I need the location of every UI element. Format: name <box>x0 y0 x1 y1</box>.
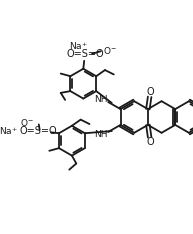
Text: Na$^{+}$: Na$^{+}$ <box>0 126 18 137</box>
Text: O: O <box>147 137 154 147</box>
Text: O$^{-}$: O$^{-}$ <box>20 117 33 128</box>
Text: O=S=O: O=S=O <box>19 127 57 136</box>
Text: O=S=O: O=S=O <box>66 49 104 59</box>
Text: O$^{-}$: O$^{-}$ <box>103 45 116 56</box>
Text: O: O <box>147 87 154 97</box>
Text: NH: NH <box>94 130 108 139</box>
Text: Na$^{+}$: Na$^{+}$ <box>69 40 88 52</box>
Text: NH: NH <box>94 95 108 104</box>
